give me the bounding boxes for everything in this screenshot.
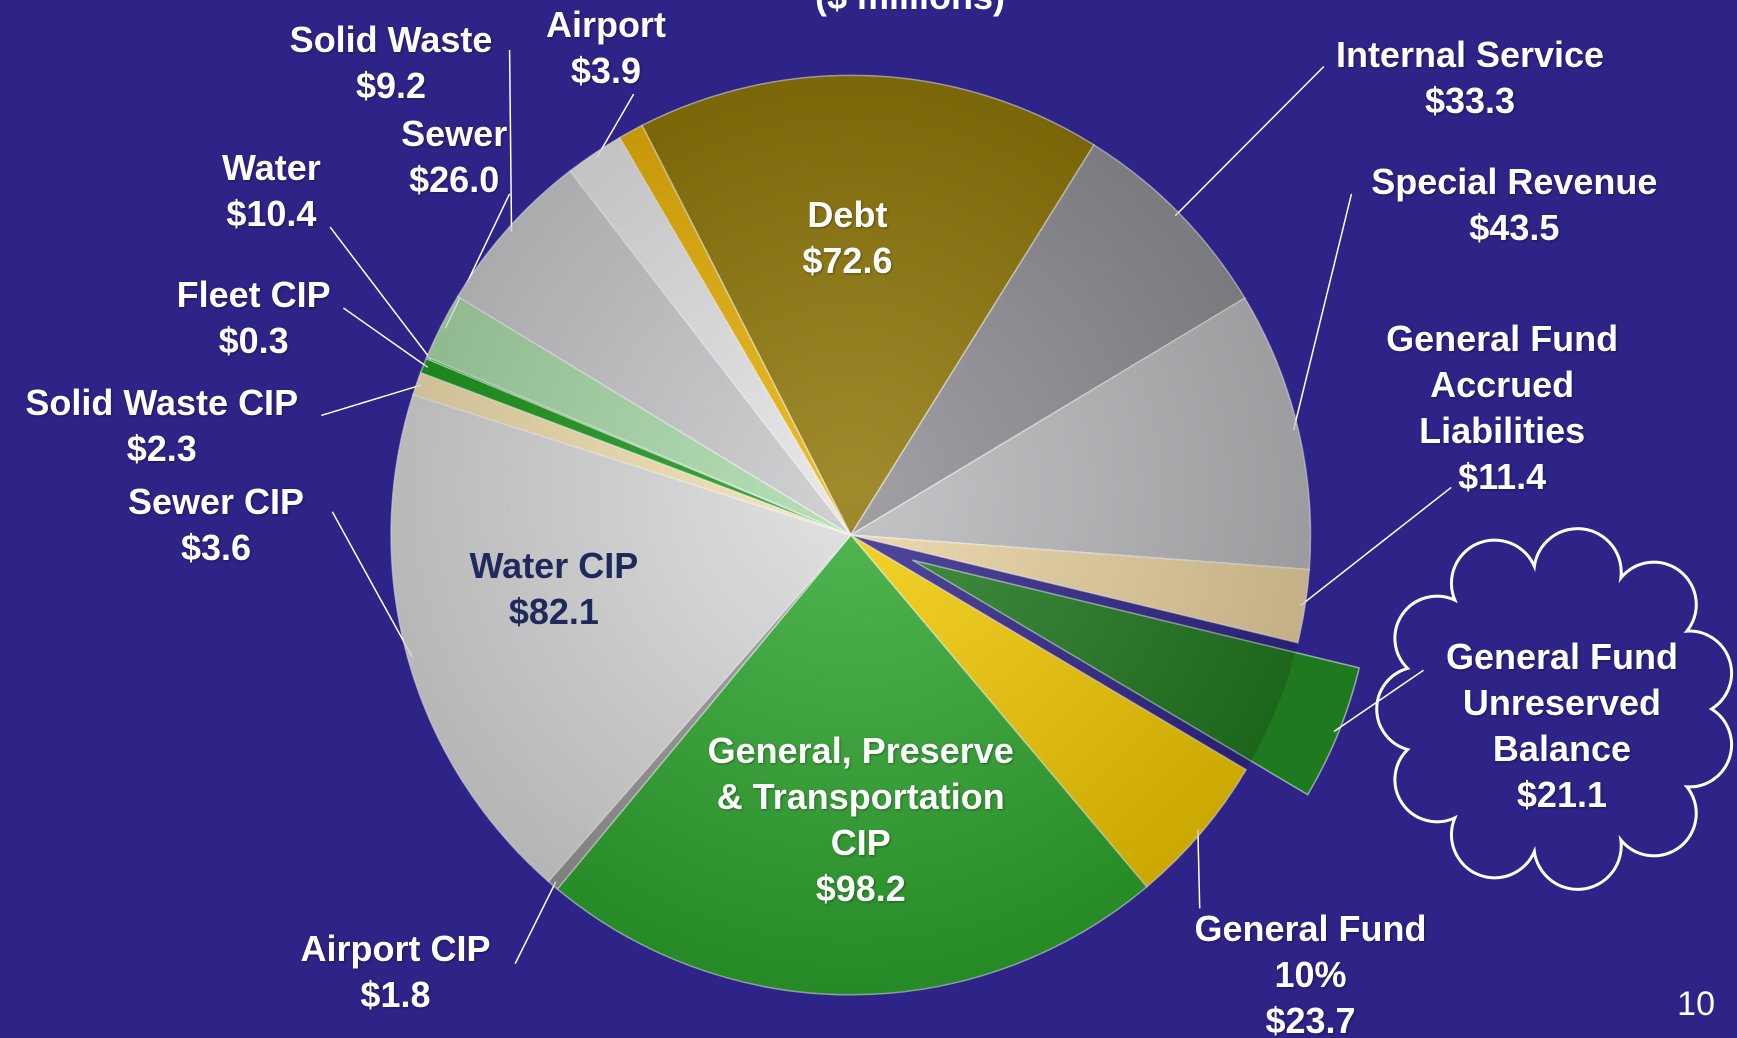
slice-name: Water CIP <box>469 545 639 587</box>
slice-name: Solid Waste <box>289 19 493 61</box>
slice-name: Sewer <box>401 113 508 155</box>
slice-label: Internal Service $33.3 <box>1293 32 1647 124</box>
slice-value: $23.7 <box>1265 999 1356 1038</box>
slice-value: $72.6 <box>802 240 893 282</box>
slice-value: $3.6 <box>180 527 252 569</box>
slice-name: General, Preserve & Transportation CIP <box>707 729 1014 863</box>
slice-label: General Fund Accrued Liabilities $11.4 <box>1347 316 1657 500</box>
slice-label: Solid Waste CIP $2.3 <box>0 380 328 472</box>
slice-label: Solid Waste $9.2 <box>247 17 535 109</box>
slice-value: $82.1 <box>508 591 599 633</box>
slice-name: Airport CIP <box>300 927 491 969</box>
slice-value: $43.5 <box>1469 206 1560 248</box>
slice-label: Sewer CIP $3.6 <box>72 479 360 571</box>
slice-name: General Fund Unreserved Balance <box>1445 635 1678 769</box>
slice-name: Special Revenue <box>1371 160 1658 202</box>
slice-value: $10.4 <box>226 192 317 234</box>
slice-label: Water $10.4 <box>161 145 383 237</box>
slice-name: Internal Service <box>1335 33 1605 75</box>
slice-name: Sewer CIP <box>127 481 305 523</box>
slice-value: $2.3 <box>126 428 197 470</box>
slice-value: $3.9 <box>570 49 641 91</box>
slice-label: Airport CIP $1.8 <box>251 926 539 1018</box>
slice-label: Sewer $26.0 <box>343 111 565 203</box>
slice-value: $21.1 <box>1516 773 1608 815</box>
leader-line <box>1299 486 1452 607</box>
slice-value: $33.3 <box>1424 79 1516 121</box>
slice-name: Debt <box>807 194 888 236</box>
cloud-outline <box>1375 527 1734 891</box>
slice-name: General Fund Accrued Liabilities <box>1386 317 1619 451</box>
chart-subtitle: ($ millions) <box>815 0 1005 18</box>
slice-value: $1.8 <box>360 973 431 1015</box>
slice-value: $98.2 <box>815 867 906 909</box>
slice-value: $26.0 <box>409 159 500 201</box>
slice-label: General Fund 10% $23.7 <box>1155 906 1465 1038</box>
slice-label: Special Revenue $43.5 <box>1337 159 1691 251</box>
leader-line <box>1197 829 1201 909</box>
slice-name: Water <box>222 146 321 188</box>
slice-label: General Fund Unreserved Balance $21.1 <box>1418 634 1706 818</box>
slice-value: $0.3 <box>218 319 289 361</box>
slice-name: Solid Waste CIP <box>25 382 299 424</box>
slice-label: Water CIP $82.1 <box>443 543 665 635</box>
slice-name: Airport <box>545 3 666 45</box>
slice-label: Debt $72.6 <box>737 192 959 284</box>
slice-name: Fleet CIP <box>176 273 331 315</box>
slice-value: $11.4 <box>1458 455 1547 497</box>
slice-value: $9.2 <box>355 65 427 107</box>
leader-line <box>321 384 422 417</box>
page-number: 10 <box>1677 985 1715 1023</box>
slice-label: Fleet CIP $0.3 <box>110 272 398 364</box>
slice-label: Airport $3.9 <box>495 2 717 94</box>
slice-name: General Fund 10% <box>1194 907 1427 995</box>
slice-label: General, Preserve & Transportation CIP $9… <box>700 728 1021 912</box>
leader-line <box>1333 669 1424 733</box>
